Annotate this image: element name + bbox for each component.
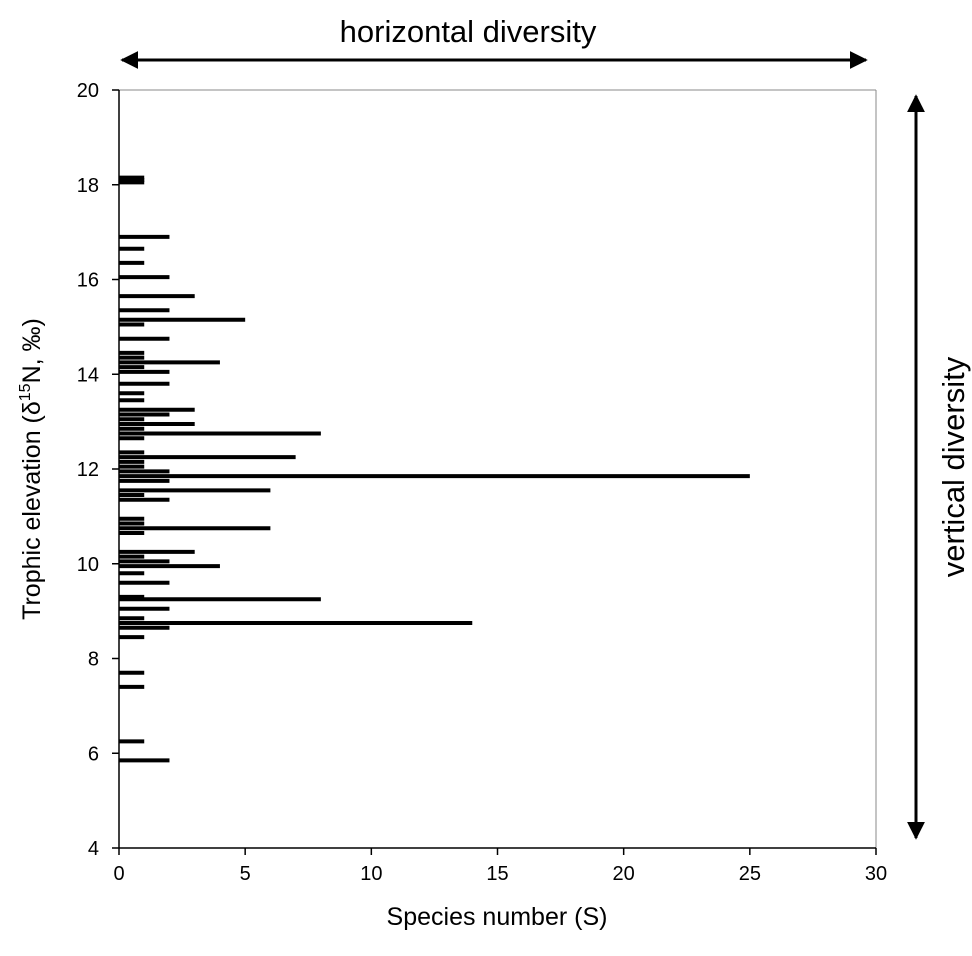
y-axis-label: Trophic elevation (δ15N, ‰) (17, 318, 46, 620)
vertical-diversity-label: vertical diversity (936, 356, 971, 577)
y-axis-label-superscript: 15 (17, 383, 34, 401)
y-tick-label-7: 18 (77, 175, 99, 197)
y-tick-label-5: 14 (77, 364, 99, 386)
y-tick-label-6: 16 (77, 270, 99, 292)
x-tick-label-2: 10 (360, 863, 382, 885)
x-ticks-group: 0 5 10 15 20 25 30 (113, 848, 887, 885)
plot-area (118, 89, 877, 849)
y-tick-label-0: 4 (88, 838, 99, 860)
y-tick-label-4: 12 (77, 459, 99, 481)
y-tick-label-8: 20 (77, 80, 99, 102)
y-tick-label-1: 6 (88, 743, 99, 765)
x-tick-label-6: 30 (865, 863, 887, 885)
y-ticks-group: 4 6 8 10 12 14 16 18 20 (77, 80, 119, 860)
x-tick-label-3: 15 (486, 863, 508, 885)
x-tick-label-5: 25 (739, 863, 761, 885)
x-tick-label-4: 20 (613, 863, 635, 885)
x-tick-label-0: 0 (113, 863, 124, 885)
y-axis-label-tail: N, ‰) (18, 318, 46, 383)
x-axis-label: Species number (S) (387, 903, 608, 931)
y-tick-label-3: 10 (77, 554, 99, 576)
bars-group (119, 175, 750, 763)
y-axis-label-main: Trophic elevation (δ (18, 401, 46, 620)
horizontal-diversity-label: horizontal diversity (340, 14, 597, 49)
x-tick-label-1: 5 (240, 863, 251, 885)
y-tick-label-2: 8 (88, 649, 99, 671)
